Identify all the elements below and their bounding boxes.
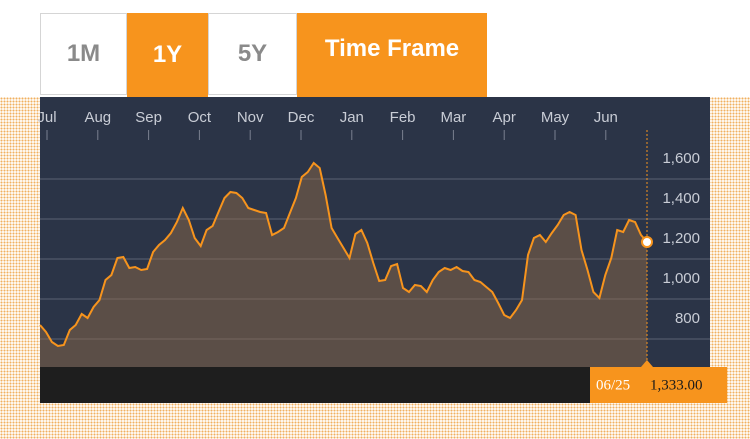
tabs-title: Time Frame (297, 13, 487, 97)
x-tick-label: Aug (84, 109, 111, 126)
area-fill (40, 163, 647, 367)
plot-panel (40, 97, 710, 367)
x-tick-label: Oct (188, 109, 212, 126)
x-tick-label: Sep (135, 109, 162, 126)
last-value: 1,333.00 (650, 377, 703, 393)
x-tick-label: Mar (440, 109, 466, 126)
last-date: 06/25 (596, 377, 630, 393)
y-tick-label: 1,400 (662, 190, 700, 207)
label-pointer (641, 360, 653, 367)
x-tick-label: May (541, 109, 570, 126)
price-line (39, 161, 648, 348)
x-tick-label: Feb (390, 109, 416, 126)
x-tick-label: Jun (594, 109, 618, 126)
y-tick-label: 1,200 (662, 230, 700, 247)
x-tick-label: Nov (237, 109, 264, 126)
x-tick-label: Dec (288, 109, 315, 126)
x-tick-label: Jul (37, 109, 56, 126)
y-tick-label: 1,000 (662, 270, 700, 287)
y-tick-label: 1,600 (662, 150, 700, 167)
last-label-box (590, 367, 727, 403)
x-tick-label: Jan (340, 109, 364, 126)
last-point (641, 236, 653, 248)
x-tick-label: Apr (493, 109, 516, 126)
y-tick-label: 800 (675, 310, 700, 327)
time-tab[interactable]: 1M (40, 13, 127, 95)
time-tab[interactable]: 5Y (208, 13, 297, 95)
tab-bar: 1M 1Y 5Y Time Frame (40, 13, 487, 105)
